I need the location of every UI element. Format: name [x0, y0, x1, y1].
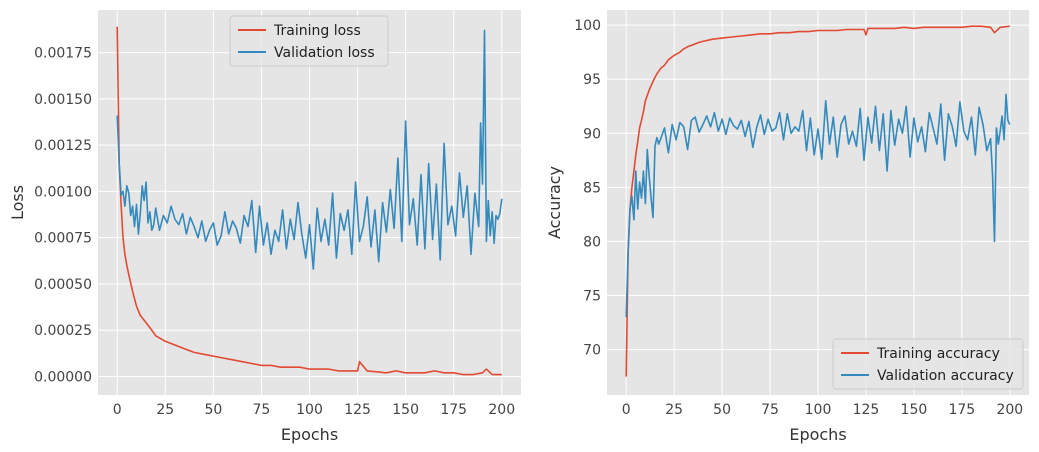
- y-tick-label: 0.00100: [34, 184, 92, 200]
- y-axis-label: Accuracy: [545, 166, 564, 239]
- x-tick-label: 100: [296, 402, 323, 418]
- x-tick-label: 100: [805, 402, 832, 418]
- y-tick-label: 80: [583, 234, 601, 250]
- y-tick-label: 0.00025: [34, 323, 92, 339]
- series-line-training: [625, 25, 1010, 377]
- x-tick-label: 50: [713, 402, 731, 418]
- series-line-training: [116, 26, 502, 376]
- legend-box: [832, 338, 1024, 390]
- y-tick-label: 100: [574, 18, 601, 34]
- legend-entry: Validation accuracy: [877, 368, 1014, 384]
- x-tick-label: 175: [948, 402, 975, 418]
- y-tick-label: 90: [583, 126, 601, 142]
- x-tick-label: 125: [853, 402, 880, 418]
- legend-entry: Validation loss: [274, 45, 375, 61]
- y-tick-label: 0.00000: [34, 369, 92, 385]
- x-tick-label: 25: [156, 402, 174, 418]
- x-tick-label: 200: [996, 402, 1023, 418]
- y-tick-label: 0.00150: [34, 92, 92, 108]
- x-axis-label: Epochs: [281, 425, 338, 444]
- legend-entry: Training loss: [273, 23, 361, 39]
- accuracy-chart: 0 25 50 75 100 125 150 175 200 70 75 80 85 90 95 100 Epo…: [545, 10, 1029, 444]
- x-tick-label: 150: [901, 402, 928, 418]
- y-axis-label: Loss: [8, 185, 27, 220]
- x-tick-label: 150: [392, 402, 419, 418]
- y-tick-label: 95: [583, 72, 601, 88]
- y-tick-label: 0.00175: [34, 46, 92, 62]
- x-tick-label: 0: [622, 402, 631, 418]
- x-tick-label: 75: [761, 402, 779, 418]
- y-tick-label: 75: [583, 289, 601, 305]
- x-tick-label: 0: [113, 402, 122, 418]
- y-tick-label: 0.00050: [34, 277, 92, 293]
- legend-box: [229, 15, 389, 67]
- loss-chart: 0 25 50 75 100 125 150 175 200 0.00000 0.00025 0.00…: [8, 10, 521, 444]
- x-tick-label: 75: [253, 402, 271, 418]
- x-tick-label: 175: [440, 402, 467, 418]
- series-line-validation: [625, 93, 1011, 318]
- x-tick-label: 25: [665, 402, 683, 418]
- y-tick-label: 0.00075: [34, 231, 92, 247]
- legend: Training accuracy Validation accuracy: [832, 338, 1024, 390]
- x-tick-label: 125: [344, 402, 371, 418]
- legend: Training loss Validation loss: [229, 15, 389, 67]
- x-tick-label: 50: [204, 402, 222, 418]
- y-tick-label: 70: [583, 343, 601, 359]
- x-tick-label: 200: [488, 402, 515, 418]
- y-tick-label: 0.00125: [34, 138, 92, 154]
- legend-entry: Training accuracy: [876, 346, 1000, 362]
- y-tick-label: 85: [583, 180, 601, 196]
- x-axis-label: Epochs: [789, 425, 846, 444]
- series-line-validation: [116, 29, 503, 270]
